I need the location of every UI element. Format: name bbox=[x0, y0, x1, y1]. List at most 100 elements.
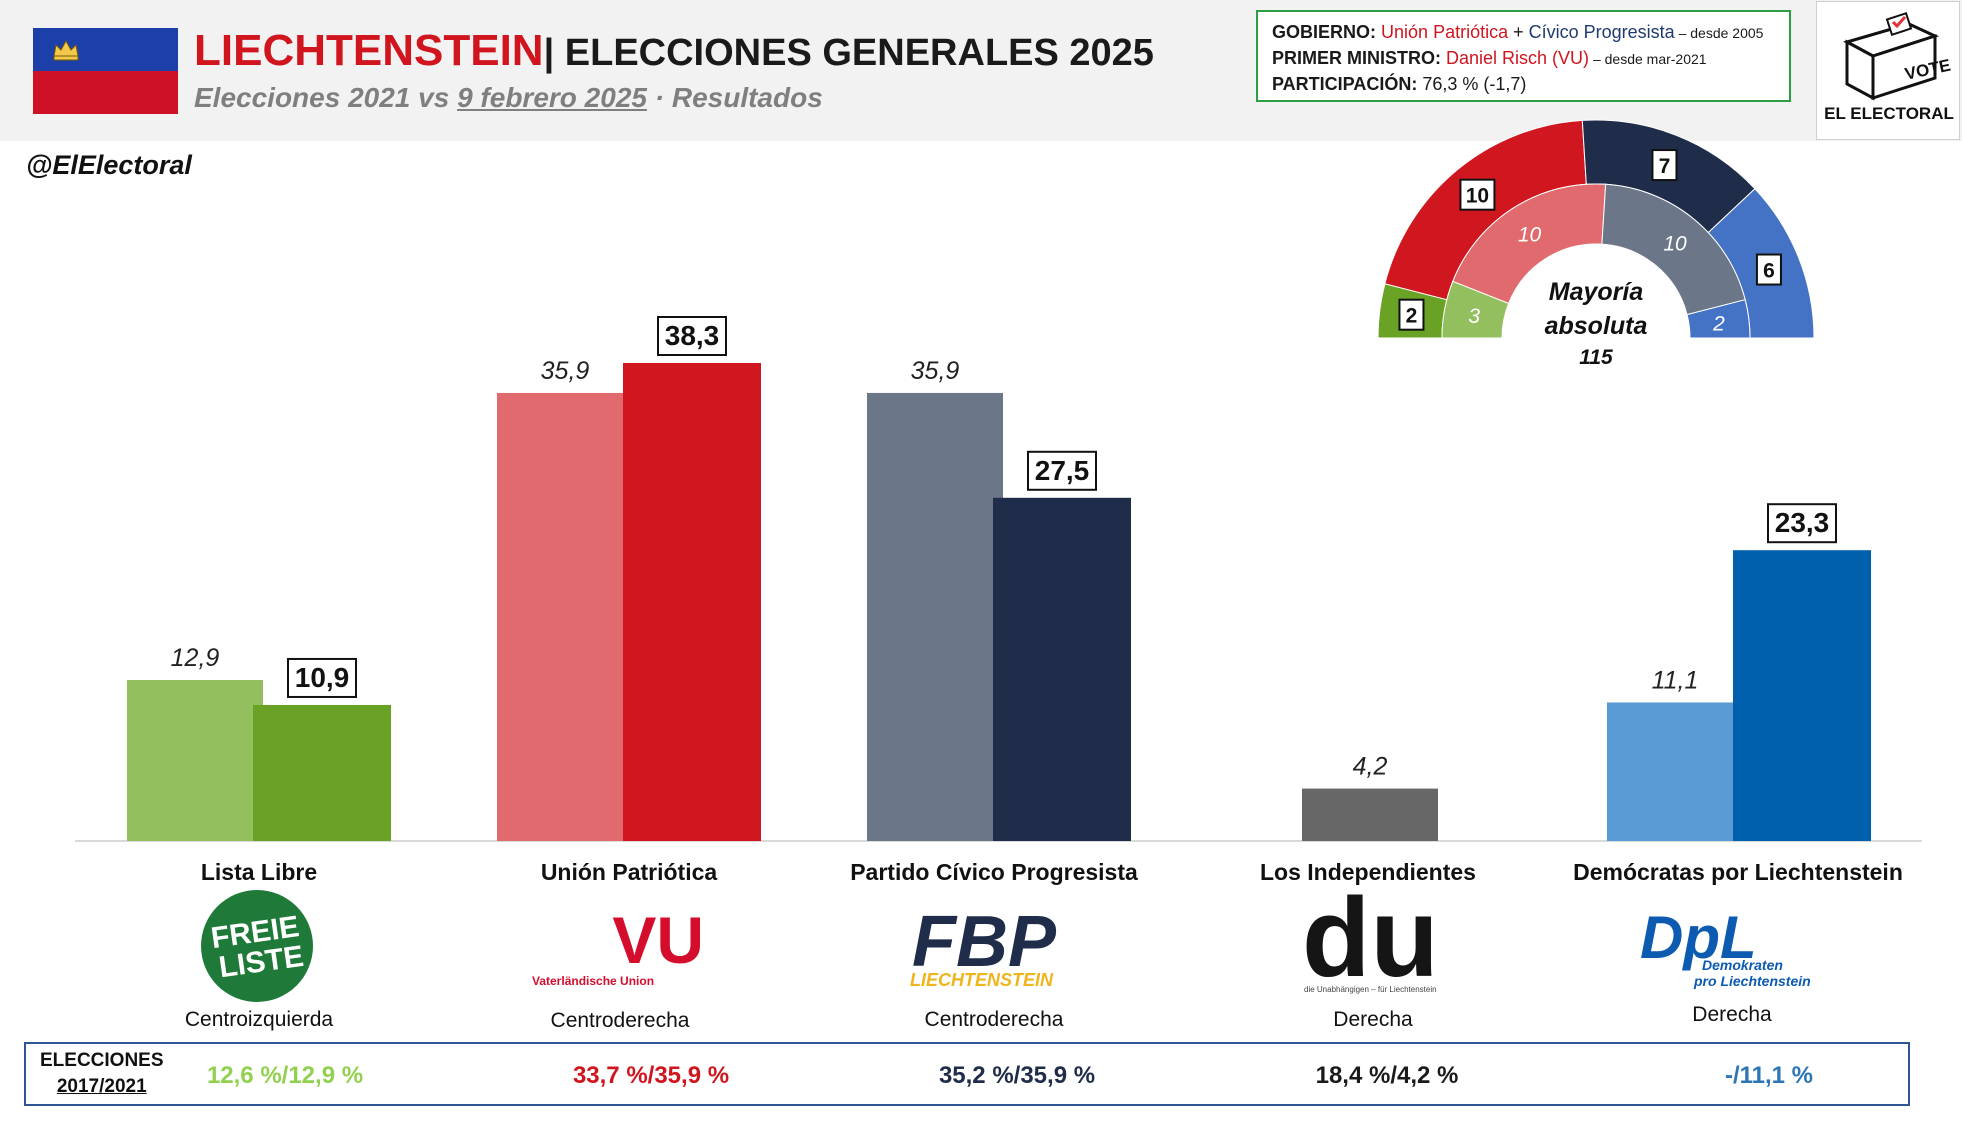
bar-2021-lista-libre bbox=[127, 680, 263, 841]
previous-result-civico-progresista: 35,2 %/35,9 % bbox=[938, 1062, 1096, 1089]
vu-logo-sub: Vaterländische Union bbox=[532, 974, 654, 988]
party-name-civico-progresista: Partido Cívico Progresista bbox=[850, 859, 1138, 885]
previous-result-lista-libre: 12,6 %/12,9 % bbox=[206, 1062, 364, 1089]
party-name-lista-libre: Lista Libre bbox=[200, 859, 318, 885]
ideology-union-patriotica: Centroderecha bbox=[550, 1009, 690, 1032]
previous-label-line2: 2017/2021 bbox=[56, 1076, 147, 1097]
page-title: LIECHTENSTEIN| ELECCIONES GENERALES 2025 bbox=[194, 26, 1154, 76]
label-box-2025-democratas bbox=[1767, 503, 1837, 544]
page-subtitle: Elecciones 2021 vs 9 febrero 2025 · Resu… bbox=[194, 82, 823, 114]
du-logo-main: du bbox=[1302, 880, 1439, 998]
bar-2021-democratas bbox=[1607, 702, 1743, 841]
ideology-lista-libre: Centroizquierda bbox=[184, 1008, 334, 1031]
subtitle-date: 9 febrero 2025 bbox=[457, 82, 647, 113]
previous-label-line1: ELECCIONES bbox=[40, 1050, 164, 1071]
inner-seat-label-0: 3 bbox=[1468, 305, 1480, 328]
majority-label-line2: absoluta bbox=[1545, 312, 1648, 340]
party-name-union-patriotica: Unión Patriótica bbox=[540, 859, 718, 885]
gov-party2: Cívico Progresista bbox=[1528, 22, 1675, 42]
title-rest: | ELECCIONES GENERALES 2025 bbox=[543, 32, 1154, 74]
label-box-2025-civico-progresista bbox=[1027, 450, 1097, 491]
label-2021-union-patriotica: 35,9 bbox=[541, 357, 590, 385]
label-2025-lista-libre: 10,9 bbox=[295, 662, 350, 693]
majority-label-line3: 115 bbox=[1579, 346, 1613, 369]
ideology-independientes: Derecha bbox=[1333, 1008, 1413, 1031]
du-logo: du die Unabhängigen – für Liechtenstein bbox=[1302, 880, 1439, 998]
previous-result-democratas: -/11,1 % bbox=[1724, 1062, 1814, 1089]
outer-seat-label-0: 2 bbox=[1406, 305, 1418, 328]
government-info-box: GOBIERNO: Unión Patriótica + Cívico Prog… bbox=[1256, 10, 1791, 102]
outer-seat-label-2: 7 bbox=[1659, 155, 1671, 178]
previous-result-independientes: 18,4 %/4,2 % bbox=[1315, 1062, 1459, 1089]
outer-seat-label-box-2 bbox=[1651, 149, 1678, 182]
label-2025-union-patriotica: 38,3 bbox=[665, 320, 720, 351]
seat-hemicycle: 2 10 7 6 3 10 10 2 bbox=[1377, 119, 1815, 339]
ideology-democratas: Derecha bbox=[1692, 1003, 1772, 1026]
bar-2021-union-patriotica bbox=[497, 392, 633, 841]
gov-label: GOBIERNO: bbox=[1272, 22, 1377, 42]
turnout-line: PARTICIPACIÓN: 76,3 % (-1,7) bbox=[1272, 72, 1775, 97]
el-electoral-label: EL ELECTORAL bbox=[1824, 104, 1954, 123]
bars-layer: 12,9 10,9 35,9 38,3 35,9 27,5 4,2 11,1 23,3 bbox=[127, 316, 1871, 841]
pm-label: PRIMER MINISTRO: bbox=[1272, 48, 1441, 68]
party-name-democratas: Demócratas por Liechtenstein bbox=[1573, 859, 1903, 885]
vu-logo: VU Vaterländische Union bbox=[532, 905, 704, 988]
fbp-logo-main: FBP bbox=[912, 902, 1057, 982]
inner-seat-sector-3 bbox=[1686, 299, 1751, 339]
label-2025-civico-progresista: 27,5 bbox=[1035, 455, 1090, 486]
ideology-civico-progresista: Centroderecha bbox=[924, 1008, 1064, 1031]
crown-icon bbox=[53, 39, 79, 61]
dpl-logo-sub1: Demokraten bbox=[1702, 957, 1783, 973]
previous-elections-label: ELECCIONES 2017/2021 bbox=[40, 1048, 164, 1100]
ballot-box-icon: VOTE bbox=[1843, 12, 1952, 101]
turnout-label: PARTICIPACIÓN: bbox=[1272, 74, 1418, 94]
dpl-logo-main: DpL bbox=[1640, 904, 1757, 971]
bar-2025-civico-progresista bbox=[993, 497, 1131, 841]
label-2025-democratas: 23,3 bbox=[1775, 507, 1830, 538]
inner-seat-label-2: 10 bbox=[1663, 232, 1687, 255]
bar-2025-lista-libre bbox=[253, 704, 391, 841]
gov-party1: Unión Patriótica bbox=[1381, 22, 1509, 42]
dpl-logo: DpL Demokraten pro Liechtenstein bbox=[1640, 904, 1811, 989]
bar-2021-civico-progresista bbox=[867, 392, 1003, 841]
fbp-logo-sub: LIECHTENSTEIN bbox=[910, 970, 1054, 990]
pm-since: – desde mar-2021 bbox=[1589, 51, 1707, 67]
outer-seat-label-box-1 bbox=[1459, 178, 1496, 211]
outer-seat-label-box-0 bbox=[1398, 298, 1425, 331]
dpl-logo-sub2: pro Liechtenstein bbox=[1693, 973, 1811, 989]
freie-liste-logo: FREIE LISTE bbox=[201, 890, 313, 1002]
el-electoral-logo: VOTE EL ELECTORAL bbox=[1816, 1, 1960, 140]
title-country: LIECHTENSTEIN bbox=[194, 26, 544, 75]
subtitle-part1: Elecciones 2021 vs bbox=[194, 82, 458, 113]
majority-label-line1: Mayoría bbox=[1549, 278, 1644, 306]
inner-seat-label-3: 2 bbox=[1712, 312, 1725, 335]
pm-name: Daniel Risch (VU) bbox=[1446, 48, 1590, 68]
bar-2025-democratas bbox=[1733, 550, 1871, 841]
label-box-2025-lista-libre bbox=[287, 657, 357, 698]
twitter-handle: @ElElectoral bbox=[26, 150, 192, 180]
inner-seat-label-1: 10 bbox=[1518, 223, 1542, 246]
outer-seat-label-box-3 bbox=[1755, 253, 1782, 286]
previous-elections-box: ELECCIONES 2017/2021 12,6 %/12,9 % 33,7 … bbox=[24, 1042, 1910, 1106]
label-2021-democratas: 11,1 bbox=[1652, 666, 1699, 694]
label-box-2025-union-patriotica bbox=[657, 316, 727, 356]
label-2021-civico-progresista: 35,9 bbox=[911, 357, 960, 385]
liechtenstein-flag-icon bbox=[33, 28, 178, 114]
outer-seat-label-3: 6 bbox=[1763, 260, 1775, 283]
bar-2025-union-patriotica bbox=[623, 363, 761, 841]
party-name-independientes: Los Independientes bbox=[1260, 859, 1476, 885]
prime-minister-line: PRIMER MINISTRO: Daniel Risch (VU) – des… bbox=[1272, 46, 1775, 72]
gov-since: – desde 2005 bbox=[1674, 25, 1764, 41]
outer-seat-label-1: 10 bbox=[1466, 185, 1489, 208]
fbp-logo: FBP LIECHTENSTEIN bbox=[910, 902, 1057, 990]
government-line: GOBIERNO: Unión Patriótica + Cívico Prog… bbox=[1272, 20, 1775, 46]
label-2021-lista-libre: 12,9 bbox=[171, 644, 220, 672]
previous-result-union-patriotica: 33,7 %/35,9 % bbox=[572, 1062, 730, 1089]
turnout-value: 76,3 % (-1,7) bbox=[1417, 74, 1527, 94]
bar-2021-independientes bbox=[1302, 788, 1438, 841]
label-2021-independientes: 4,2 bbox=[1353, 753, 1388, 781]
subtitle-part2: · Resultados bbox=[646, 82, 823, 113]
gov-plus: + bbox=[1508, 22, 1529, 42]
vu-logo-main: VU bbox=[612, 905, 704, 977]
